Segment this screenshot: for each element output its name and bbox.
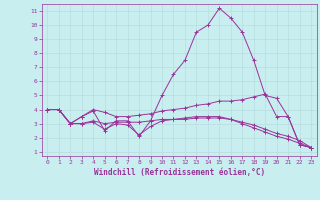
X-axis label: Windchill (Refroidissement éolien,°C): Windchill (Refroidissement éolien,°C) — [94, 168, 265, 177]
